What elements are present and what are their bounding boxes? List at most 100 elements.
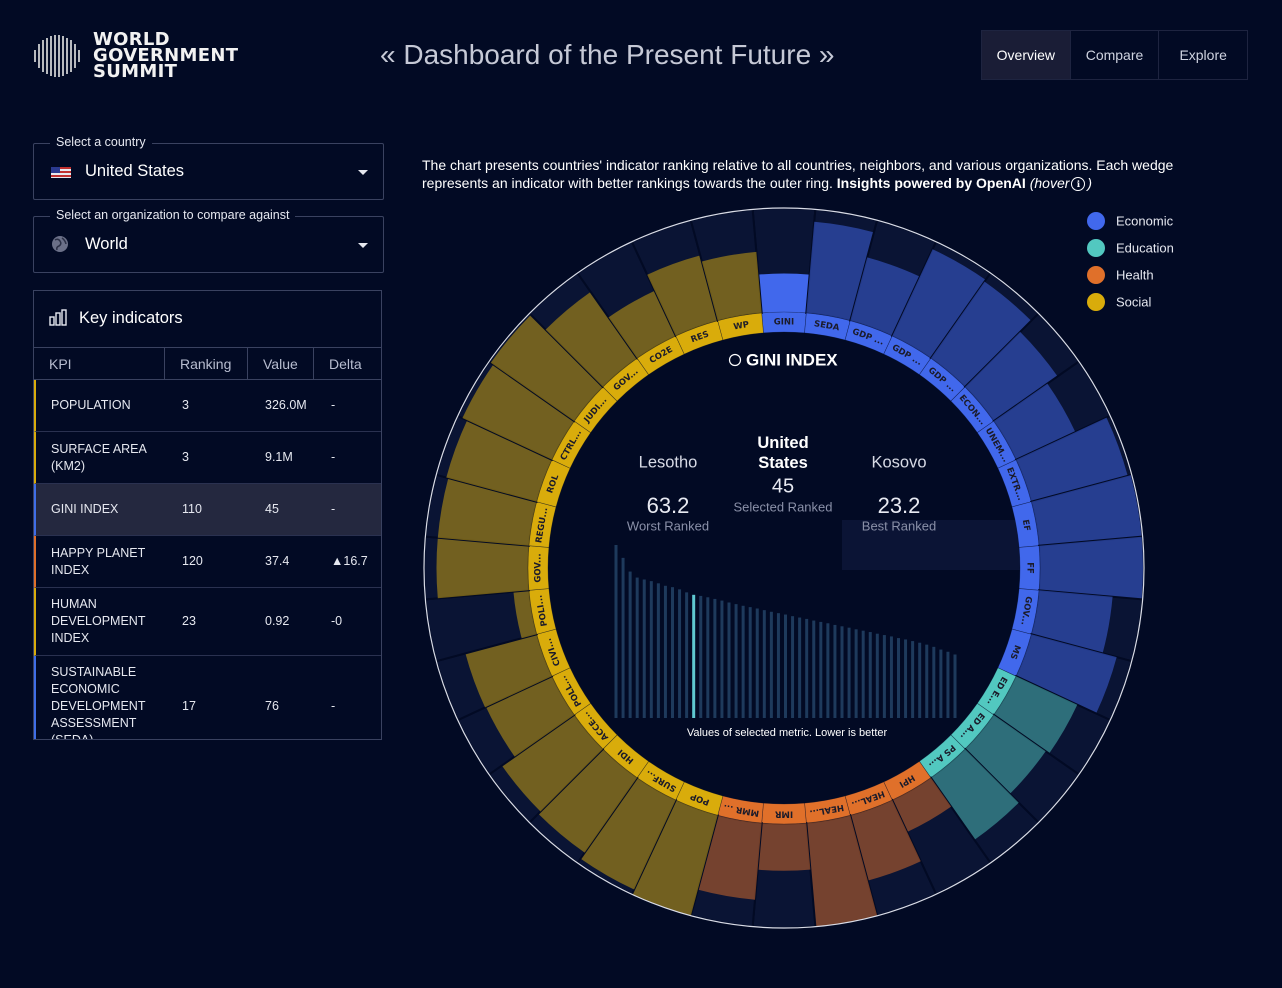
table-cell: 3 — [182, 450, 189, 464]
distribution-bar — [614, 545, 618, 718]
key-indicators-icon — [49, 309, 67, 326]
distribution-bar — [812, 620, 816, 718]
ring-label: WP — [733, 320, 750, 333]
table-cell: -0 — [331, 614, 343, 628]
info-icon[interactable]: ℹ — [1071, 177, 1086, 191]
distribution-bar — [656, 583, 660, 718]
wedge — [965, 714, 1046, 794]
org-select[interactable]: Select an organization to compare agains… — [33, 208, 384, 273]
table-cell: 326.0M — [265, 398, 307, 412]
table-header: KPI Ranking Value Delta — [34, 347, 381, 380]
ring-label: GINI — [774, 318, 794, 328]
distribution-bar — [826, 623, 830, 718]
stat-name-line: United — [757, 434, 808, 452]
distribution-bar — [932, 646, 936, 718]
stat-label: Best Ranked — [862, 518, 936, 533]
table-row[interactable]: POPULATION 3 326.0M - — [34, 380, 381, 432]
wedge — [806, 815, 878, 927]
wedge — [993, 676, 1078, 754]
logo-line: GOVERNMENT — [93, 45, 239, 66]
panel-title: Key indicators — [79, 309, 183, 327]
distribution-bar — [897, 638, 900, 718]
table-cell: 3 — [182, 398, 189, 412]
wedge — [545, 291, 638, 387]
legend-swatch — [1087, 293, 1105, 311]
select-label: Select a country — [50, 135, 152, 149]
distribution-bar — [840, 626, 844, 718]
column-header: KPI — [34, 348, 165, 379]
distribution-bar — [748, 607, 752, 718]
table-cell: POPULATION — [51, 398, 131, 412]
table-row[interactable]: SURFACE AREA (KM2) 3 9.1M - — [34, 432, 381, 484]
wedge — [930, 281, 1032, 387]
tab[interactable]: Explore — [1179, 47, 1227, 63]
stat-name: Lesotho — [639, 453, 698, 471]
logo-line: WORLD — [93, 29, 170, 50]
tab[interactable]: Compare — [1071, 31, 1160, 79]
wedge — [631, 800, 718, 916]
ring-label: SEDA — [813, 319, 840, 333]
table-cell: - — [331, 398, 336, 412]
stat-value: 63.2 — [647, 493, 690, 518]
wedge — [806, 221, 874, 321]
table-cell: 0.92 — [265, 614, 290, 628]
table-row[interactable]: SUSTAINABLE ECONOMIC DEVELOPMENT ASSESSM… — [34, 656, 381, 740]
wedge — [513, 590, 537, 639]
distribution-bar — [699, 595, 703, 718]
distribution-bar — [635, 577, 639, 718]
table-cell: 37.4 — [265, 554, 290, 568]
chart-title: GINI INDEX — [746, 350, 838, 369]
table-cell: SUSTAINABLE ECONOMIC DEVELOPMENT ASSESSM… — [51, 665, 146, 740]
stat-name: Kosovo — [871, 453, 926, 471]
distribution-bar — [621, 557, 625, 718]
select-value: United States — [85, 162, 185, 180]
stat-value: 23.2 — [878, 493, 921, 518]
ring-segment — [717, 312, 764, 341]
table-row[interactable]: HUMAN DEVELOPMENT INDEX 23 0.92 -0 — [34, 588, 381, 656]
distribution-bar — [642, 579, 646, 718]
distribution-bar — [868, 632, 872, 718]
wedge — [892, 777, 952, 833]
distribution-bar — [889, 636, 893, 718]
table-cell: HUMAN DEVELOPMENT INDEX — [51, 597, 146, 645]
description-text: The chart presents countries' indicator … — [422, 157, 1174, 191]
legend-label: Education — [1116, 240, 1174, 255]
distribution-bar — [734, 604, 738, 718]
wedge — [850, 257, 920, 336]
distribution-bar — [939, 649, 943, 718]
logo-text: WORLD GOVERNMENT SUMMIT — [93, 29, 239, 81]
table-cell: GINI INDEX — [51, 502, 119, 516]
description-italic: (hover — [1029, 175, 1070, 191]
table-row[interactable]: HAPPY PLANET INDEX 120 37.4 ▲16.7 — [34, 536, 381, 588]
wedge — [697, 815, 762, 900]
distribution-bar — [925, 644, 929, 718]
tab[interactable]: Overview — [982, 31, 1071, 79]
distribution-bar — [791, 616, 795, 718]
table-cell: HAPPY PLANET INDEX — [51, 545, 146, 577]
country-select[interactable]: Select a country United States — [33, 135, 384, 200]
wedge — [1039, 536, 1143, 600]
legend-swatch — [1087, 212, 1105, 230]
stat-value: 45 — [772, 475, 794, 497]
logo-icon — [34, 35, 80, 77]
wedge — [446, 420, 552, 502]
distribution-bar — [798, 617, 802, 718]
wedge — [462, 364, 575, 460]
table-cell: 76 — [265, 699, 279, 713]
table-row[interactable]: GINI INDEX 110 45 - — [34, 484, 381, 536]
wedge — [490, 314, 603, 422]
column-header: Value — [248, 348, 314, 379]
distribution-bar — [720, 600, 724, 718]
distribution-bar — [882, 635, 886, 718]
wedge — [850, 800, 921, 881]
us-flag — [51, 167, 71, 178]
wedge — [437, 478, 537, 546]
wedge — [892, 249, 986, 359]
wedge — [1031, 475, 1142, 546]
table-cell: - — [331, 502, 336, 516]
ring-label: MS — [1008, 643, 1022, 660]
description-bold: Insights powered by OpenAI — [836, 175, 1026, 191]
distribution-bar — [784, 614, 787, 718]
distribution-bar — [706, 597, 710, 718]
